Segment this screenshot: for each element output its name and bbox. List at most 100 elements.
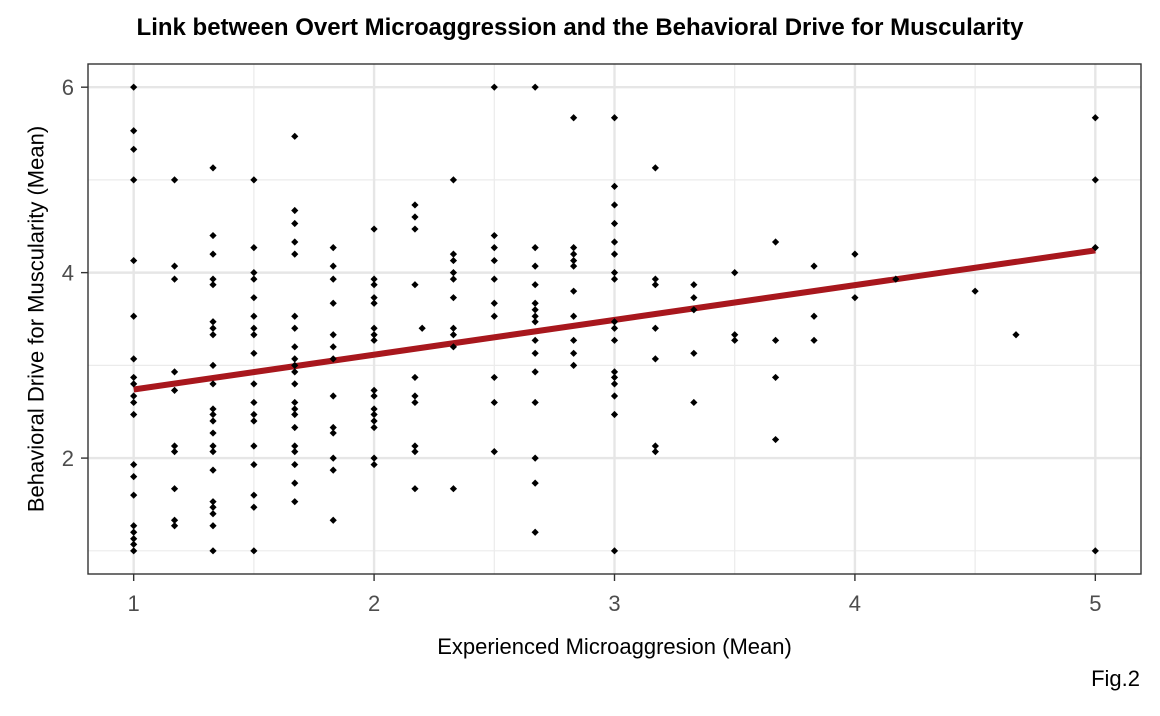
data-point: [170, 176, 179, 184]
data-point: [209, 275, 217, 283]
data-point: [411, 392, 419, 400]
data-point: [651, 275, 659, 283]
data-point: [449, 331, 458, 339]
data-point: [209, 429, 217, 437]
data-point: [490, 244, 498, 252]
data-point: [209, 448, 217, 456]
data-point: [209, 324, 217, 332]
data-point: [370, 281, 378, 289]
data-point: [250, 380, 258, 388]
data-point: [130, 528, 138, 536]
data-point: [1012, 331, 1020, 339]
data-point: [610, 547, 619, 555]
data-point: [411, 225, 419, 233]
data-point: [610, 392, 619, 400]
data-point: [291, 498, 299, 506]
data-point: [291, 448, 299, 456]
data-point: [771, 373, 780, 382]
data-point: [690, 294, 698, 302]
data-point: [130, 522, 138, 530]
data-point: [971, 287, 979, 295]
data-point: [209, 164, 217, 172]
data-point: [370, 294, 378, 302]
y-tick-label: 4: [62, 261, 74, 286]
data-point: [209, 466, 217, 474]
x-axis-ticks: 1 2 3 4 5: [128, 574, 1101, 616]
data-point: [449, 275, 458, 283]
data-point: [531, 262, 539, 270]
data-point: [329, 466, 337, 474]
data-point: [370, 405, 378, 413]
data-point: [130, 540, 138, 548]
data-point: [291, 442, 299, 450]
data-point: [170, 262, 179, 270]
data-point: [531, 83, 539, 91]
data-point: [449, 250, 458, 258]
data-point: [531, 398, 539, 407]
data-point: [449, 294, 458, 302]
x-tick-label: 2: [368, 591, 380, 616]
data-point: [291, 423, 299, 432]
data-point: [731, 269, 739, 277]
data-point: [490, 299, 498, 307]
data-point: [291, 405, 299, 413]
data-point: [209, 547, 217, 555]
data-point: [250, 503, 258, 511]
data-point: [610, 410, 619, 419]
data-point: [610, 219, 619, 228]
data-point: [209, 405, 217, 413]
data-point: [209, 231, 217, 240]
data-point: [570, 349, 578, 357]
x-tick-label: 5: [1089, 591, 1101, 616]
data-point: [130, 127, 138, 135]
data-point: [810, 336, 818, 344]
data-point: [209, 442, 217, 450]
y-tick-label: 2: [62, 446, 74, 471]
data-point: [531, 306, 539, 314]
data-point: [209, 281, 217, 289]
data-point: [291, 132, 299, 140]
data-point: [490, 256, 498, 265]
data-point: [170, 485, 179, 493]
data-point: [411, 398, 419, 407]
data-point: [370, 275, 378, 283]
figure-caption: Fig.2: [1091, 666, 1140, 691]
data-point: [291, 343, 299, 351]
data-point: [370, 392, 378, 400]
data-point: [731, 336, 739, 344]
data-point: [250, 417, 258, 425]
data-point: [209, 510, 217, 518]
y-axis-ticks: 2 4 6: [62, 75, 88, 471]
data-point: [610, 318, 619, 326]
data-point: [531, 349, 539, 357]
data-point: [170, 386, 179, 394]
data-point: [370, 336, 378, 344]
data-point: [531, 454, 539, 462]
data-point: [1091, 547, 1099, 555]
data-point: [570, 361, 578, 369]
data-point: [329, 244, 337, 252]
data-point: [851, 294, 859, 302]
x-tick-label: 3: [608, 591, 620, 616]
data-point: [250, 244, 258, 252]
data-point: [370, 410, 378, 419]
data-point: [250, 176, 258, 184]
data-point: [291, 206, 299, 215]
data-point: [170, 522, 179, 530]
data-point: [570, 244, 578, 252]
data-point: [130, 355, 138, 363]
data-point: [130, 256, 138, 265]
data-point: [531, 479, 539, 487]
data-point: [690, 281, 698, 289]
data-point: [771, 238, 780, 246]
data-point: [490, 312, 498, 320]
data-point: [690, 306, 698, 314]
data-point: [610, 182, 619, 190]
data-point: [250, 324, 258, 332]
data-point: [651, 448, 659, 456]
data-point: [130, 473, 138, 481]
data-point: [449, 324, 458, 332]
data-point: [291, 368, 299, 376]
data-point: [810, 262, 818, 270]
